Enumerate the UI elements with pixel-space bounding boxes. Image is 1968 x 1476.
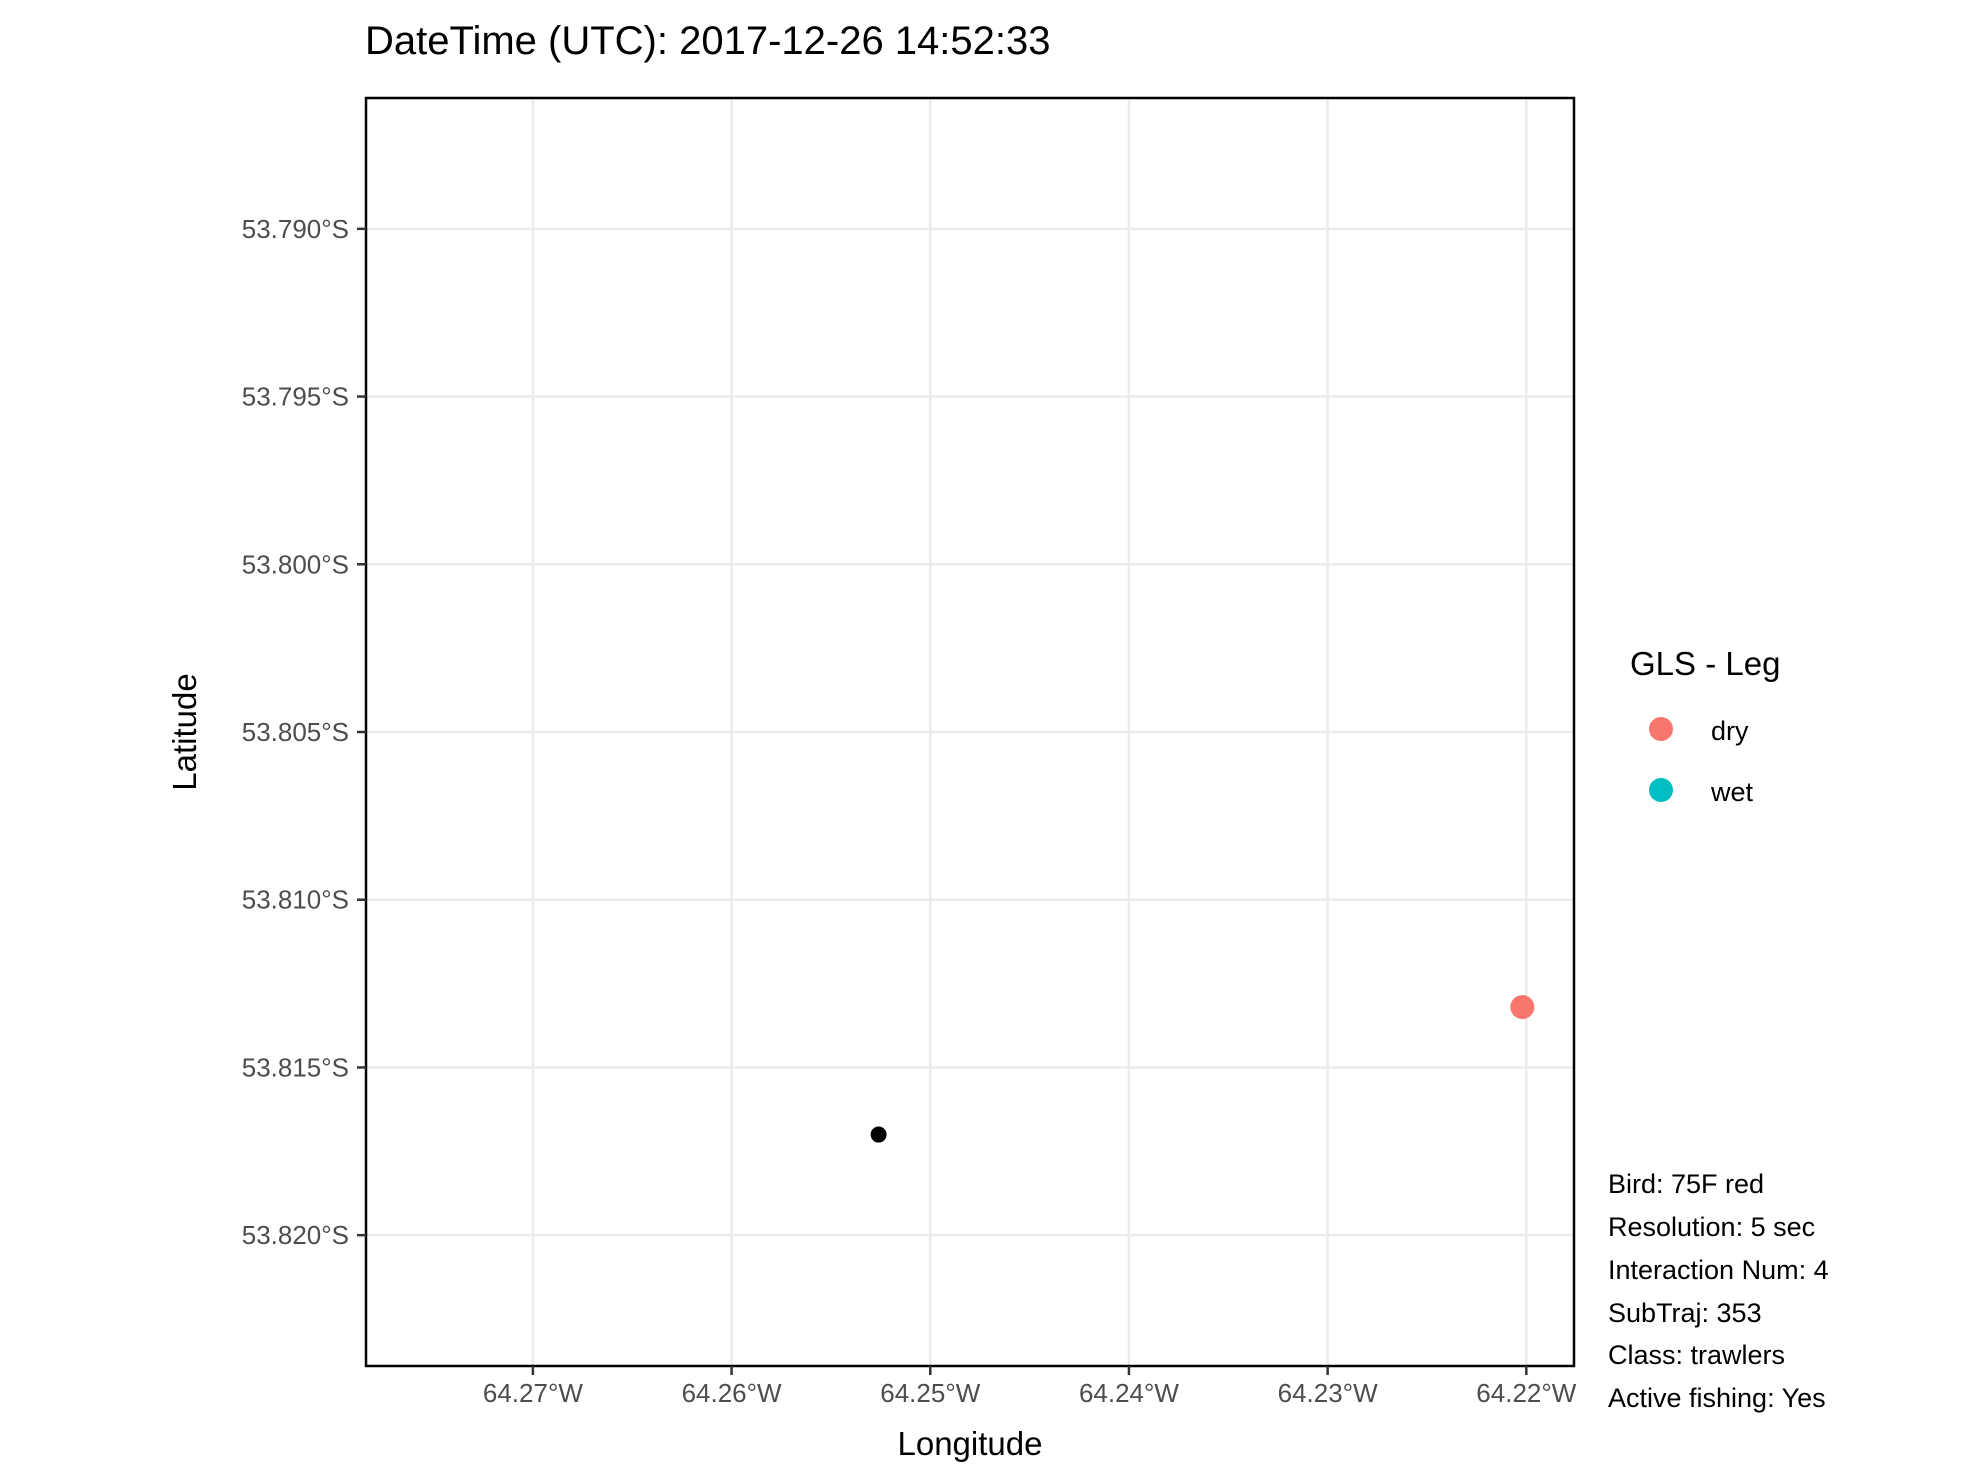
vessel-point — [870, 1126, 887, 1143]
info-line-active-fishing: Active fishing: Yes — [1608, 1383, 1826, 1413]
points-layer — [870, 995, 1535, 1143]
x-tick-label: 64.24°W — [1079, 1378, 1179, 1408]
y-axis: 53.790°S 53.795°S 53.800°S 53.805°S 53.810°S… — [242, 214, 366, 1250]
legend-title: GLS - Leg — [1630, 645, 1780, 682]
info-line-bird: Bird: 75F red — [1608, 1169, 1764, 1199]
x-tick-label: 64.27°W — [483, 1378, 583, 1408]
grid-layer — [366, 98, 1574, 1366]
chart-title: DateTime (UTC): 2017-12-26 14:52:33 — [365, 19, 1051, 63]
y-axis-title: Latitude — [166, 673, 203, 790]
bird-point — [1510, 995, 1535, 1020]
legend-label-wet: wet — [1710, 777, 1754, 807]
x-tick-label: 64.25°W — [880, 1378, 980, 1408]
x-tick-label: 64.26°W — [682, 1378, 782, 1408]
legend-key-wet — [1649, 778, 1673, 802]
info-box: Bird: 75F red Resolution: 5 sec Interact… — [1608, 1169, 1829, 1413]
x-axis-title: Longitude — [898, 1425, 1043, 1462]
info-line-resolution: Resolution: 5 sec — [1608, 1212, 1815, 1242]
legend: GLS - Leg dry wet — [1630, 645, 1780, 807]
y-tick-label: 53.820°S — [242, 1220, 349, 1250]
x-tick-label: 64.23°W — [1278, 1378, 1378, 1408]
x-tick-label: 64.22°W — [1476, 1378, 1576, 1408]
y-tick-label: 53.800°S — [242, 549, 349, 579]
y-tick-label: 53.795°S — [242, 382, 349, 412]
y-tick-label: 53.790°S — [242, 214, 349, 244]
y-tick-label: 53.805°S — [242, 717, 349, 747]
info-line-class: Class: trawlers — [1608, 1340, 1785, 1370]
info-line-interaction: Interaction Num: 4 — [1608, 1255, 1829, 1285]
legend-key-dry — [1649, 717, 1673, 741]
y-tick-label: 53.810°S — [242, 885, 349, 915]
x-axis: 64.27°W 64.26°W 64.25°W 64.24°W 64.23°W 64.22… — [483, 1366, 1577, 1408]
info-line-subtraj: SubTraj: 353 — [1608, 1298, 1762, 1328]
y-tick-label: 53.815°S — [242, 1052, 349, 1082]
legend-label-dry: dry — [1711, 716, 1749, 746]
